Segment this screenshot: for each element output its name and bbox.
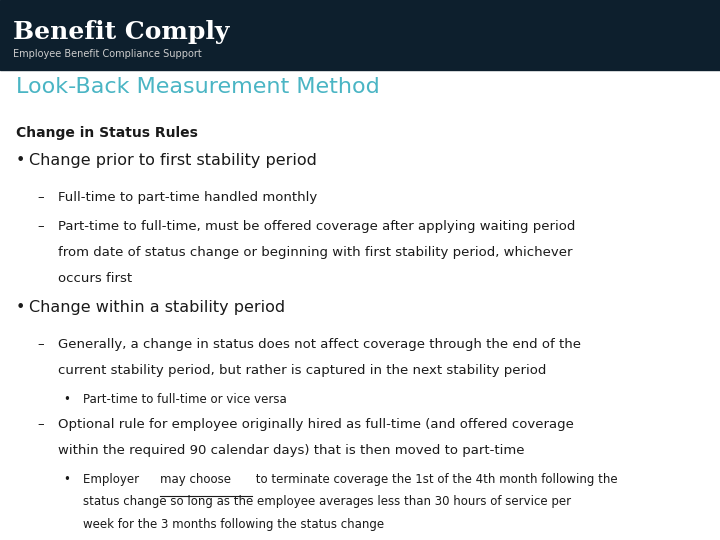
Text: Employer: Employer	[83, 472, 143, 485]
Text: –: –	[37, 338, 44, 351]
Text: within the required 90 calendar days) that is then moved to part-time: within the required 90 calendar days) th…	[58, 444, 524, 457]
Text: Part-time to full-time or vice versa: Part-time to full-time or vice versa	[83, 393, 287, 406]
Text: •: •	[16, 300, 25, 315]
Text: •: •	[63, 472, 71, 485]
Text: Change within a stability period: Change within a stability period	[29, 300, 285, 315]
Text: Look-Back Measurement Method: Look-Back Measurement Method	[16, 77, 379, 97]
Text: to terminate coverage the 1st of the 4th month following the: to terminate coverage the 1st of the 4th…	[252, 472, 617, 485]
Bar	[0, 0, 720, 70]
Text: may choose: may choose	[160, 472, 231, 485]
Text: –: –	[37, 191, 44, 204]
Text: –: –	[37, 220, 44, 233]
Text: status change so long as the employee averages less than 30 hours of service per: status change so long as the employee av…	[83, 495, 571, 508]
Text: Employee Benefit Compliance Support: Employee Benefit Compliance Support	[13, 49, 202, 59]
Text: Change in Status Rules: Change in Status Rules	[16, 126, 198, 140]
Text: Full-time to part-time handled monthly: Full-time to part-time handled monthly	[58, 191, 317, 204]
Text: current stability period, but rather is captured in the next stability period: current stability period, but rather is …	[58, 364, 546, 377]
Text: Generally, a change in status does not affect coverage through the end of the: Generally, a change in status does not a…	[58, 338, 580, 351]
Text: week for the 3 months following the status change: week for the 3 months following the stat…	[83, 518, 384, 531]
Text: Benefit Comply: Benefit Comply	[13, 19, 230, 44]
Text: Optional rule for employee originally hired as full-time (and offered coverage: Optional rule for employee originally hi…	[58, 418, 573, 431]
Text: •: •	[16, 153, 25, 168]
Text: Change prior to first stability period: Change prior to first stability period	[29, 153, 317, 168]
Text: •: •	[63, 393, 71, 406]
Text: –: –	[37, 418, 44, 431]
Text: occurs first: occurs first	[58, 272, 132, 285]
Text: Part-time to full-time, must be offered coverage after applying waiting period: Part-time to full-time, must be offered …	[58, 220, 575, 233]
Text: from date of status change or beginning with first stability period, whichever: from date of status change or beginning …	[58, 246, 572, 259]
